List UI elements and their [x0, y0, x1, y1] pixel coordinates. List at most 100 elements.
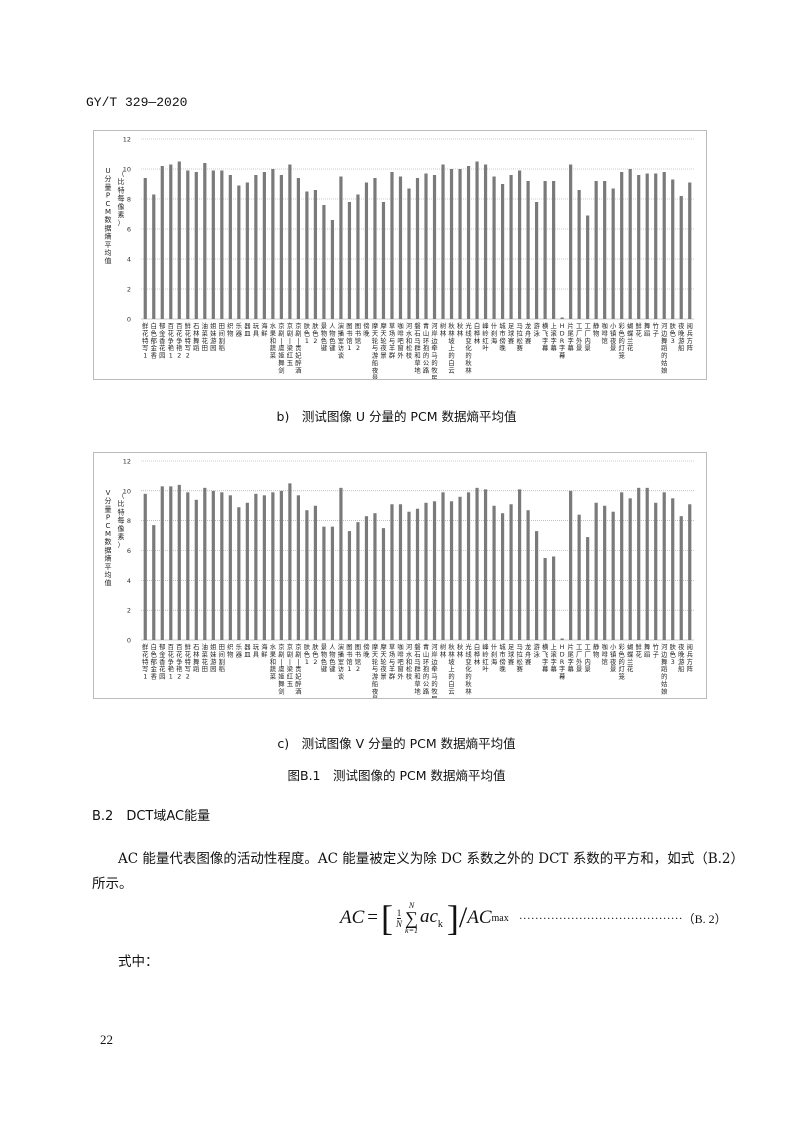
bar [441, 164, 445, 319]
bar [603, 505, 607, 640]
bar [628, 498, 632, 640]
x-tick-label: 什刹海 [491, 642, 498, 666]
bar [679, 516, 683, 640]
bar [271, 169, 275, 319]
bar [220, 492, 224, 640]
x-tick-label: 石林舞蹈 [193, 322, 200, 352]
bar [407, 511, 411, 640]
x-tick-label: 片尾字幕 [567, 321, 574, 352]
x-tick-label: 图书馆 2 [355, 322, 361, 352]
x-tick-label: 河岸边牵马的牧民 [431, 643, 438, 698]
standard-code-header: GY/T 329—2020 [86, 95, 188, 110]
bar [322, 205, 326, 319]
x-tick-label: 玩具 [253, 322, 260, 337]
bar [611, 511, 615, 640]
term-subscript: k [437, 918, 443, 930]
y-tick-label: 0 [127, 316, 131, 324]
x-tick-label: 树林 [440, 642, 447, 658]
bar [492, 176, 496, 319]
x-tick-label: 水果和蔬菜 [270, 321, 277, 360]
bar [637, 487, 641, 640]
bar [535, 531, 539, 640]
chart-u-component: 0 2 4 6 8 10 12 U 分量 P C M 数据熵平均值 （比特每像素） 鲜花特写 1 白色郁金香 郁金… [93, 130, 707, 380]
x-tick-label: 磐石马群和草地 [414, 642, 421, 695]
x-tick-label: 城市傍晚 [499, 643, 506, 673]
bar [500, 513, 505, 640]
x-tick-label: 傍晚 [363, 642, 370, 658]
x-tick-label: 肤色 1 [304, 642, 311, 666]
x-tick-label: 阅兵方阵 [687, 643, 694, 673]
x-tick-label: 横飞字幕 [542, 642, 549, 673]
x-tick-label: 摩天轮与游船夜景 [372, 321, 379, 379]
bar [586, 215, 590, 319]
bar [560, 638, 564, 640]
x-tick-label: 鲜花特写 1 [142, 321, 149, 360]
bar [552, 556, 556, 640]
y-tick-label: 12 [123, 136, 131, 144]
fraction-numerator: 1 [396, 907, 402, 919]
bar [296, 178, 300, 319]
y-tick-label: 2 [127, 286, 131, 294]
x-tick-label: 游泳 [533, 642, 540, 658]
bar [237, 507, 241, 640]
x-tick-label: 乐器 [236, 321, 243, 337]
x-tick-label: 京剧|梁红玉 [287, 642, 294, 688]
bar [594, 502, 598, 640]
x-tick-label: 草场与羊群 [389, 642, 396, 681]
fraction: 1 N [396, 908, 402, 929]
bar [679, 196, 683, 319]
x-tick-label: 光线变化的秋林 [465, 642, 472, 695]
bar [662, 492, 666, 640]
bar [211, 490, 215, 640]
x-tick-label: 峰岭红叶 [482, 642, 489, 673]
x-tick-label: 肤色 3 [670, 321, 677, 345]
x-tick-label: 舞蹈 [644, 642, 650, 658]
bar [517, 489, 522, 640]
bar [254, 493, 258, 640]
bar [305, 510, 309, 640]
x-tick-label: 片尾字幕 [567, 642, 574, 673]
x-tick-label: 京剧|虞姬舞剑 [278, 321, 285, 374]
bar [517, 170, 522, 319]
bar [424, 502, 428, 640]
sum-lower: k=1 [405, 926, 418, 935]
bar [509, 504, 513, 640]
x-tick-label: 石林舞蹈 [193, 643, 200, 673]
leader-dots: ········································… [518, 910, 683, 925]
x-tick-label: 河岸边牵马的牧民 [431, 322, 438, 379]
x-tick-label: 蝴蝶兰花 [627, 642, 634, 673]
bar [432, 175, 437, 319]
bar [186, 170, 190, 319]
page-number: 22 [100, 1032, 113, 1047]
sum-symbol: ∑ [405, 908, 418, 928]
bar [569, 164, 573, 319]
x-tick-label: 彩色的灯笼 [619, 321, 626, 360]
bar [594, 181, 598, 319]
x-tick-label: 水果和蔬菜 [270, 642, 277, 681]
bar [466, 166, 471, 319]
x-tick-label: 草场与羊群 [389, 321, 396, 360]
bar [415, 508, 420, 640]
x-tick-label: 肤色 2 [312, 321, 319, 345]
bar [483, 489, 488, 640]
bar [415, 178, 420, 319]
bar [492, 505, 496, 640]
x-tick-label: 上滚字幕 [550, 642, 557, 673]
x-tick-label: 光线变化的秋林 [465, 321, 472, 374]
bar [645, 487, 649, 640]
x-tick-label: 田间割稻 [219, 322, 225, 352]
x-tick-label: 白桦林 [474, 321, 481, 345]
x-tick-label: 演播室访谈 [338, 321, 345, 360]
x-tick-label: 静物 [593, 321, 600, 337]
bar [381, 528, 386, 640]
bar [313, 190, 318, 319]
x-tick-label: 城市傍晚 [499, 322, 506, 352]
x-tick-label: 青山环抱的公路 [423, 642, 430, 695]
bar [407, 188, 411, 319]
bar [373, 178, 377, 319]
bar [620, 492, 624, 640]
bar [339, 176, 343, 319]
x-tick-label: 白桦林 [474, 642, 481, 666]
bar [611, 188, 615, 319]
